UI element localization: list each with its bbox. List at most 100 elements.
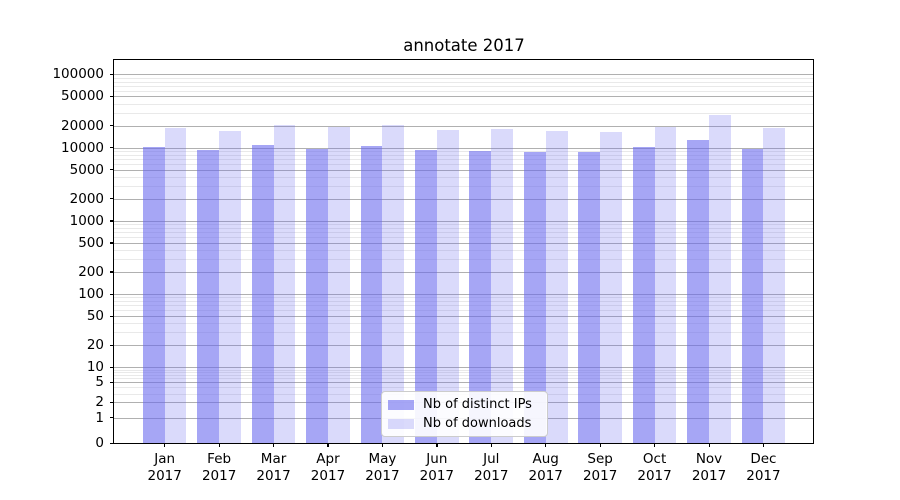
y-tick-label: 50000	[61, 88, 104, 105]
minor-gridline	[114, 224, 813, 226]
bar-nov-downloads	[709, 115, 731, 444]
bar-jul-downloads	[491, 128, 514, 444]
minor-gridline	[114, 387, 813, 389]
legend-swatch-downloads	[388, 418, 414, 429]
x-tick-mark	[273, 443, 275, 448]
month-label: Jan	[154, 451, 176, 468]
major-gridline	[114, 367, 813, 369]
bar-mar-downloads	[273, 125, 296, 444]
minor-gridline	[114, 163, 813, 165]
year-label: 2017	[637, 467, 672, 484]
y-tick-mark	[109, 442, 114, 444]
minor-gridline	[114, 259, 813, 261]
x-tick-label: Mar 2017	[244, 451, 304, 484]
major-gridline	[114, 74, 813, 76]
bar-feb-downloads	[219, 130, 241, 444]
y-tick-mark	[109, 271, 114, 273]
month-label: Jul	[483, 451, 500, 468]
minor-gridline	[114, 185, 813, 187]
x-tick-label: Jun 2017	[407, 451, 467, 484]
major-gridline	[114, 125, 813, 127]
major-gridline	[114, 242, 813, 244]
bar-aug-downloads	[545, 131, 568, 444]
y-tick-mark	[109, 417, 114, 419]
year-label: 2017	[691, 467, 727, 484]
y-tick-mark	[109, 95, 114, 98]
y-tick-mark	[109, 366, 114, 368]
x-tick-mark	[490, 443, 492, 448]
x-tick-label: Oct 2017	[625, 451, 685, 484]
minor-gridline	[114, 375, 813, 377]
x-tick-label: Nov 2017	[679, 451, 739, 484]
x-tick-label: Aug 2017	[516, 451, 576, 484]
y-tick-mark	[109, 198, 114, 200]
minor-gridline	[114, 323, 813, 325]
bar-mar-ips	[251, 145, 274, 444]
major-gridline	[114, 294, 813, 295]
bar-apr-ips	[306, 148, 328, 444]
x-tick-mark	[436, 443, 438, 448]
x-tick-label: Jan 2017	[135, 451, 195, 484]
major-gridline	[114, 198, 813, 200]
bar-apr-downloads	[327, 127, 350, 444]
y-tick-label: 10000	[61, 139, 104, 156]
major-gridline	[114, 382, 813, 384]
y-tick-mark	[109, 315, 114, 317]
x-tick-mark	[327, 443, 329, 448]
minor-gridline	[114, 372, 813, 374]
x-tick-label: Dec 2017	[733, 451, 793, 484]
bar-aug-ips	[523, 152, 546, 444]
x-tick-label: May 2017	[352, 451, 412, 484]
bar-jan-downloads	[164, 127, 187, 444]
y-tick-label: 1000	[69, 212, 104, 229]
minor-gridline	[114, 378, 813, 380]
y-tick-label: 100	[78, 286, 104, 302]
bar-jul-ips	[469, 151, 492, 444]
bar-feb-ips	[197, 149, 220, 444]
x-tick-label: Sep 2017	[570, 451, 630, 484]
major-gridline	[114, 271, 813, 273]
y-tick-label: 200	[78, 263, 104, 280]
bar-oct-downloads	[654, 127, 677, 444]
y-tick-mark	[109, 147, 114, 149]
month-label: Oct	[642, 451, 667, 468]
year-label: 2017	[201, 467, 237, 484]
bar-dec-downloads	[763, 127, 786, 444]
y-tick-label: 10	[86, 359, 104, 376]
major-gridline	[114, 147, 813, 149]
bar-sep-downloads	[600, 131, 622, 444]
y-tick-label: 2000	[69, 190, 104, 207]
x-tick-label: Feb 2017	[189, 451, 249, 484]
minor-gridline	[114, 332, 813, 334]
major-gridline	[114, 169, 813, 171]
plot-area	[113, 59, 814, 444]
year-label: 2017	[147, 467, 182, 484]
legend-swatch-distinct-ips	[388, 399, 414, 410]
y-tick-label: 5	[95, 374, 104, 391]
month-label: Apr	[316, 451, 340, 468]
month-label: Aug	[532, 451, 559, 468]
x-tick-mark	[708, 443, 710, 448]
month-label: Nov	[695, 451, 723, 468]
bar-nov-ips	[687, 139, 709, 444]
legend-item-downloads: Nb of downloads	[388, 416, 541, 431]
bar-jun-downloads	[436, 129, 459, 444]
minor-gridline	[114, 150, 813, 152]
y-tick-label: 2	[95, 394, 104, 411]
legend-label-distinct-ips: Nb of distinct IPs	[423, 397, 532, 412]
legend-item-distinct-ips: Nb of distinct IPs	[388, 397, 541, 412]
y-tick-label: 50	[86, 308, 104, 325]
y-tick-mark	[109, 242, 114, 244]
x-tick-label: Apr 2017	[298, 451, 358, 484]
bar-sep-ips	[578, 152, 601, 444]
y-tick-label: 20	[86, 337, 104, 354]
y-tick-mark	[109, 73, 114, 76]
minor-gridline	[114, 77, 813, 79]
minor-gridline	[114, 154, 813, 156]
bar-may-ips	[360, 146, 383, 444]
minor-gridline	[114, 301, 813, 303]
minor-gridline	[114, 232, 813, 234]
minor-gridline	[114, 310, 813, 312]
y-tick-label: 0	[95, 435, 104, 452]
